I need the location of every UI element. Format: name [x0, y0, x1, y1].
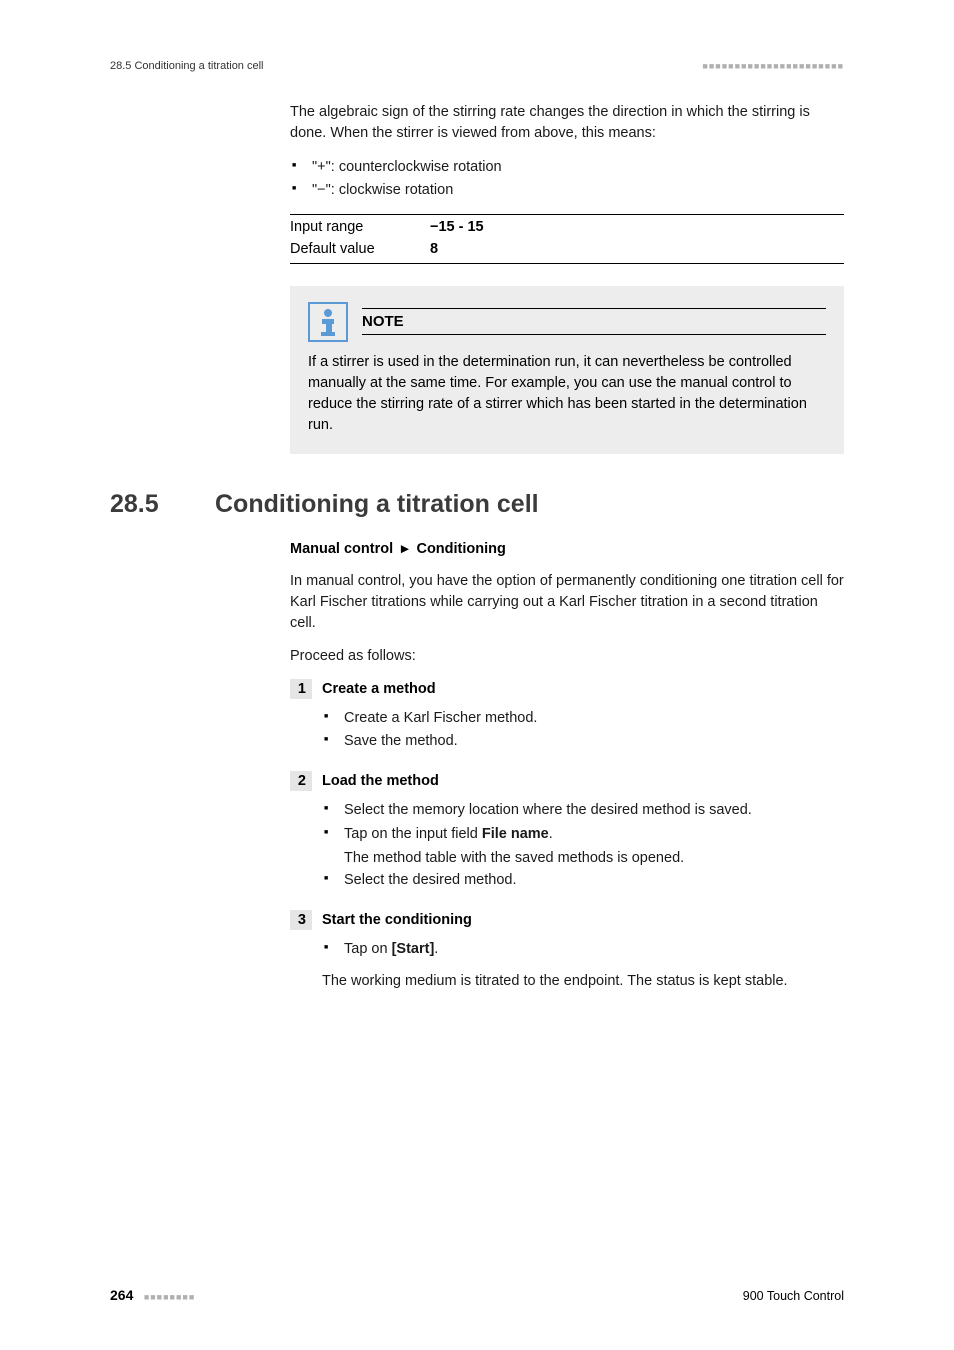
note-body: If a stirrer is used in the determinatio… [308, 352, 826, 436]
note-title: NOTE [362, 313, 826, 330]
note-header: NOTE [308, 302, 826, 342]
breadcrumb-item: Manual control [290, 541, 393, 557]
param-label: Default value [290, 239, 430, 261]
page-number: 264 [110, 1287, 133, 1303]
step-title: Create a method [322, 679, 436, 697]
step-number: 1 [290, 679, 312, 699]
step-header: 2 Load the method [290, 771, 844, 791]
info-icon [308, 302, 348, 342]
page: 28.5 Conditioning a titration cell ■■■■■… [0, 0, 954, 1350]
step-number: 2 [290, 771, 312, 791]
list-item: Create a Karl Fischer method. [344, 707, 844, 730]
list-item: "−": clockwise rotation [312, 179, 844, 202]
step-after-paragraph: The working medium is titrated to the en… [322, 971, 844, 992]
proceed-label: Proceed as follows: [290, 646, 844, 667]
note-title-bar: NOTE [362, 308, 826, 335]
section-intro: In manual control, you have the option o… [290, 571, 844, 634]
step: 3 Start the conditioning Tap on [Start].… [290, 910, 844, 992]
step-number: 3 [290, 910, 312, 930]
sub-line: The method table with the saved methods … [344, 848, 844, 869]
rotation-list: "+": counterclockwise rotation "−": cloc… [290, 156, 844, 202]
step-body: Tap on [Start]. The working medium is ti… [322, 938, 844, 992]
step-title: Load the method [322, 771, 439, 789]
step-body: Select the memory location where the des… [322, 799, 844, 892]
table-row: Default value 8 [290, 239, 844, 261]
list-item: Select the desired method. [344, 869, 844, 892]
section-heading: 28.5 Conditioning a titration cell [110, 490, 844, 519]
step: 2 Load the method Select the memory loca… [290, 771, 844, 892]
step-header: 1 Create a method [290, 679, 844, 699]
chevron-right-icon: ▸ [401, 541, 408, 557]
step-list: Tap on [Start]. [322, 938, 844, 961]
step-body: Create a Karl Fischer method. Save the m… [322, 707, 844, 753]
note-box: NOTE If a stirrer is used in the determi… [290, 286, 844, 454]
footer: 264 ■■■■■■■■ 900 Touch Control [110, 1287, 844, 1305]
intro-paragraph: The algebraic sign of the stirring rate … [290, 102, 844, 144]
param-label: Input range [290, 217, 430, 239]
section-title: Conditioning a titration cell [215, 490, 539, 519]
step-list: Create a Karl Fischer method. Save the m… [322, 707, 844, 753]
list-item: Select the memory location where the des… [344, 799, 844, 822]
footer-right: 900 Touch Control [743, 1289, 844, 1303]
header-decor: ■■■■■■■■■■■■■■■■■■■■■■ [702, 61, 844, 71]
parameter-table: Input range −15 - 15 Default value 8 [290, 214, 844, 264]
breadcrumb-item: Conditioning [416, 541, 505, 557]
step-header: 3 Start the conditioning [290, 910, 844, 930]
content-section: Manual control ▸ Conditioning In manual … [290, 541, 844, 992]
table-row: Input range −15 - 15 [290, 217, 844, 239]
running-head: 28.5 Conditioning a titration cell [110, 60, 263, 72]
step: 1 Create a method Create a Karl Fischer … [290, 679, 844, 753]
step-title: Start the conditioning [322, 910, 472, 928]
list-item: Tap on [Start]. [344, 938, 844, 961]
param-value: −15 - 15 [430, 217, 484, 239]
param-value: 8 [430, 239, 438, 261]
footer-decor: ■■■■■■■■ [144, 1292, 196, 1302]
section-number: 28.5 [110, 490, 185, 519]
content-upper: The algebraic sign of the stirring rate … [290, 102, 844, 454]
list-item: "+": counterclockwise rotation [312, 156, 844, 179]
footer-left: 264 ■■■■■■■■ [110, 1287, 195, 1305]
list-item: Save the method. [344, 730, 844, 753]
list-item: Tap on the input field File name. The me… [344, 823, 844, 869]
breadcrumb: Manual control ▸ Conditioning [290, 541, 844, 557]
header-row: 28.5 Conditioning a titration cell ■■■■■… [110, 60, 844, 72]
step-list: Select the memory location where the des… [322, 799, 844, 892]
